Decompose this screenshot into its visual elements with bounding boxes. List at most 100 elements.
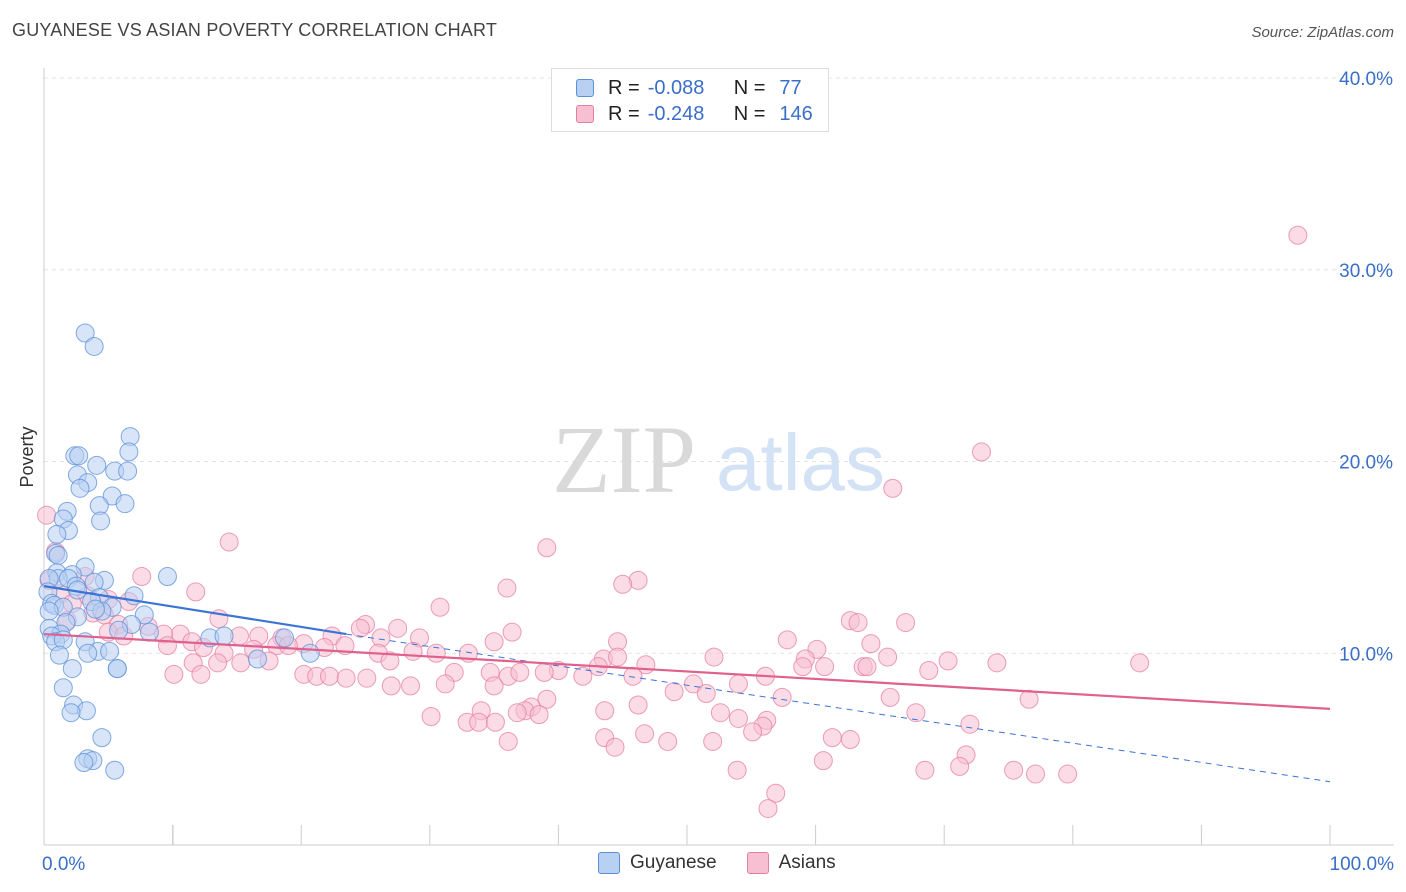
asians-point bbox=[793, 657, 813, 677]
watermark-atlas: atlas bbox=[716, 418, 885, 507]
asians-point bbox=[186, 582, 206, 602]
asians-point bbox=[861, 634, 881, 654]
asians-point bbox=[191, 664, 211, 684]
asians-point bbox=[164, 664, 184, 684]
guyanese-point bbox=[92, 728, 112, 748]
correlation-legend: R = -0.088 N = 77 R = -0.248 N = 146 bbox=[551, 68, 829, 132]
legend-n-value: 77 bbox=[779, 76, 802, 99]
trend-lines bbox=[43, 585, 1331, 783]
legend-n-label: N = bbox=[733, 76, 766, 99]
asians-point bbox=[728, 708, 748, 728]
chart-title: GUYANESE VS ASIAN POVERTY CORRELATION CH… bbox=[12, 20, 498, 40]
legend-swatch-guyanese bbox=[576, 79, 594, 97]
guyanese-point bbox=[69, 446, 89, 466]
guyanese-point bbox=[91, 511, 111, 531]
watermark: ZIP atlas bbox=[552, 406, 885, 513]
asians-point bbox=[1288, 225, 1308, 245]
asians-point bbox=[357, 668, 377, 688]
asians-point bbox=[880, 687, 900, 707]
asians-point bbox=[971, 442, 991, 462]
guyanese-point bbox=[134, 605, 154, 625]
guyanese-point bbox=[48, 545, 68, 565]
asians-point bbox=[336, 668, 356, 688]
guyanese-point bbox=[70, 478, 90, 498]
asians-point bbox=[777, 630, 797, 650]
guyanese-point bbox=[39, 601, 59, 621]
guyanese-point bbox=[47, 524, 67, 544]
asians-point bbox=[857, 657, 877, 677]
asians-point bbox=[335, 636, 355, 656]
guyanese-point bbox=[85, 599, 105, 619]
asians-point bbox=[319, 666, 339, 686]
asians-point bbox=[987, 653, 1007, 673]
asians-point bbox=[37, 505, 57, 525]
asians-point bbox=[896, 613, 916, 633]
legend-r-value: -0.248 bbox=[647, 102, 705, 125]
legend-item-guyanese[interactable]: Guyanese bbox=[598, 852, 717, 874]
asians-point bbox=[727, 760, 747, 780]
asians-point bbox=[484, 676, 504, 696]
asians-point bbox=[381, 676, 401, 696]
legend-swatch-guyanese bbox=[598, 852, 620, 874]
asians-point bbox=[883, 478, 903, 498]
asians-point bbox=[231, 653, 251, 673]
asians-point bbox=[813, 751, 833, 771]
x-tick-label-min: 0.0% bbox=[42, 854, 85, 875]
asians-point bbox=[157, 636, 177, 656]
asians-point bbox=[710, 703, 730, 723]
x-tick-label-max: 100.0% bbox=[1330, 854, 1395, 875]
asians-point bbox=[388, 618, 408, 638]
guyanese-point bbox=[87, 455, 107, 475]
legend-r-label: R = bbox=[608, 102, 640, 125]
asians-point bbox=[906, 703, 926, 723]
guyanese-point bbox=[100, 641, 120, 661]
asians-point bbox=[401, 676, 421, 696]
chart-source: Source: ZipAtlas.com bbox=[1251, 24, 1394, 41]
asians-point bbox=[426, 643, 446, 663]
asians-point bbox=[595, 701, 615, 721]
asians-point bbox=[498, 731, 518, 751]
guyanese-point bbox=[214, 626, 234, 646]
asians-point bbox=[822, 728, 842, 748]
asians-point bbox=[1019, 689, 1039, 709]
guyanese-point bbox=[84, 336, 104, 356]
asians-point bbox=[529, 705, 549, 725]
asians-point bbox=[743, 722, 763, 742]
legend-row-guyanese: R = -0.088 N = 77 bbox=[576, 77, 802, 99]
asians-point bbox=[421, 707, 441, 727]
legend-label-guyanese: Guyanese bbox=[630, 852, 717, 873]
guyanese-point bbox=[53, 678, 73, 698]
asians-point bbox=[683, 674, 703, 694]
asians-point bbox=[960, 714, 980, 734]
asians-point bbox=[507, 703, 527, 723]
asians-point bbox=[510, 662, 530, 682]
asians-point bbox=[350, 618, 370, 638]
legend-item-asians[interactable]: Asians bbox=[746, 852, 836, 874]
legend-n-value: 146 bbox=[779, 102, 813, 125]
asians-point bbox=[658, 731, 678, 751]
guyanese-point bbox=[107, 659, 127, 679]
asians-point bbox=[380, 651, 400, 671]
asians-point bbox=[485, 712, 505, 732]
asians-point bbox=[430, 597, 450, 617]
asians-point bbox=[497, 578, 517, 598]
asians-trend-line bbox=[43, 632, 1331, 710]
asians-point bbox=[1004, 760, 1024, 780]
legend-swatch-asians bbox=[576, 105, 594, 123]
asians-point bbox=[608, 647, 628, 667]
guyanese-point bbox=[139, 622, 159, 642]
guyanese-point bbox=[300, 643, 320, 663]
asians-point bbox=[758, 799, 778, 819]
guyanese-point bbox=[247, 649, 267, 669]
asians-point bbox=[950, 756, 970, 776]
guyanese-point bbox=[118, 461, 138, 481]
guyanese-point bbox=[109, 620, 129, 640]
asians-point bbox=[469, 712, 489, 732]
legend-n-label: N = bbox=[733, 102, 766, 125]
guyanese-point bbox=[274, 628, 294, 648]
guyanese-point bbox=[119, 442, 139, 462]
grid-lines: 10.0% 20.0% 30.0% 40.0% bbox=[44, 69, 1394, 665]
asians-point bbox=[502, 622, 522, 642]
guyanese-point bbox=[74, 753, 94, 773]
guyanese-point bbox=[105, 760, 125, 780]
